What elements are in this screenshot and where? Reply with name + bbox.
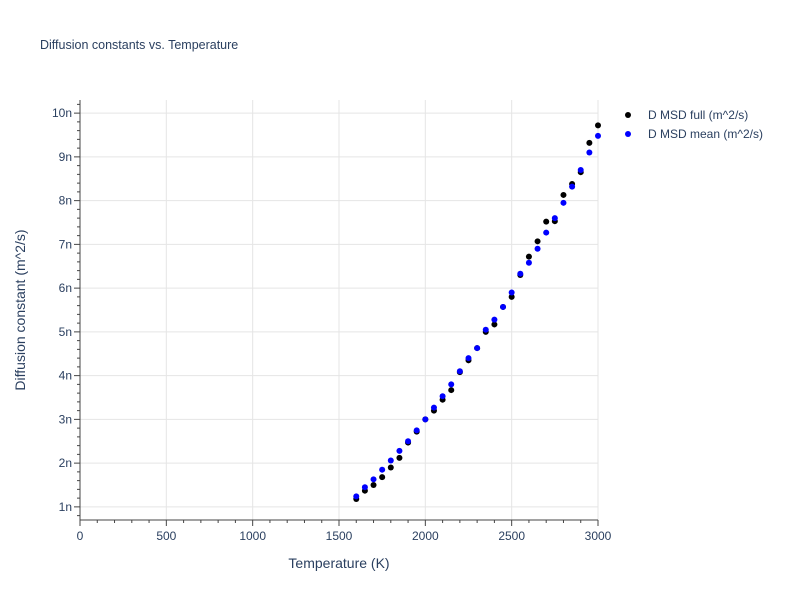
data-point[interactable] — [569, 183, 576, 190]
data-point[interactable] — [370, 476, 377, 483]
data-point[interactable] — [560, 199, 567, 206]
data-point[interactable] — [508, 293, 515, 300]
data-point[interactable] — [422, 416, 429, 423]
data-point[interactable] — [379, 474, 386, 481]
x-tick-label: 3000 — [585, 529, 612, 543]
data-point[interactable] — [543, 218, 550, 225]
legend-label-mean[interactable]: D MSD mean (m^2/s) — [648, 127, 763, 141]
data-point[interactable] — [448, 381, 455, 388]
data-point[interactable] — [387, 464, 394, 471]
y-tick-label: 5n — [59, 325, 72, 339]
data-point[interactable] — [577, 167, 584, 173]
data-point[interactable] — [534, 238, 541, 245]
data-point[interactable] — [525, 259, 532, 266]
x-axis-title: Temperature (K) — [288, 555, 389, 571]
data-point[interactable] — [551, 215, 558, 222]
series-full — [353, 122, 601, 502]
data-point[interactable] — [387, 457, 394, 464]
y-axis-title: Diffusion constant (m^2/s) — [12, 229, 28, 390]
data-point[interactable] — [456, 368, 463, 375]
data-point[interactable] — [534, 245, 541, 252]
data-point[interactable] — [543, 229, 550, 236]
data-point[interactable] — [396, 454, 403, 461]
axes: 0 500 1000 1500 2000 2500 3000 1n 2n 3n 4n 5n 6n 7n 8n… — [52, 100, 612, 543]
legend-marker-full — [625, 112, 631, 118]
x-tick-label: 0 — [77, 529, 84, 543]
x-tick-label: 1000 — [239, 529, 266, 543]
data-point[interactable] — [482, 326, 489, 333]
y-tick-label: 6n — [59, 281, 72, 295]
data-point[interactable] — [448, 387, 455, 394]
series-mean — [353, 132, 601, 500]
data-point[interactable] — [491, 316, 498, 323]
data-point[interactable] — [595, 122, 601, 129]
x-tick-label: 2500 — [498, 529, 525, 543]
y-tick-label: 3n — [59, 412, 72, 426]
data-point[interactable] — [465, 355, 472, 362]
grid-lines — [80, 100, 599, 520]
data-point[interactable] — [500, 303, 507, 310]
y-tick-label: 1n — [59, 500, 72, 514]
data-point[interactable] — [474, 345, 481, 352]
y-tick-label: 2n — [59, 456, 72, 470]
legend: D MSD full (m^2/s) D MSD mean (m^2/s) — [625, 108, 763, 141]
data-point[interactable] — [586, 139, 593, 146]
y-tick-label: 8n — [59, 194, 72, 208]
data-point[interactable] — [439, 393, 446, 400]
data-point[interactable] — [491, 321, 498, 328]
x-tick-label: 1500 — [326, 529, 353, 543]
data-point[interactable] — [595, 132, 601, 139]
data-point[interactable] — [413, 427, 420, 434]
data-point[interactable] — [396, 447, 403, 454]
chart-title: Diffusion constants vs. Temperature — [40, 38, 239, 52]
data-point[interactable] — [405, 438, 412, 445]
y-tick-label: 4n — [59, 369, 72, 383]
data-point[interactable] — [370, 482, 377, 488]
y-tick-label: 7n — [59, 237, 72, 251]
data-point[interactable] — [517, 270, 524, 277]
data-point[interactable] — [525, 253, 532, 260]
data-point[interactable] — [508, 289, 515, 296]
legend-label-full[interactable]: D MSD full (m^2/s) — [648, 108, 748, 122]
data-point[interactable] — [586, 149, 593, 156]
series-layer — [353, 122, 601, 502]
y-tick-label: 9n — [59, 150, 72, 164]
data-point[interactable] — [353, 493, 360, 500]
y-tick-label: 10n — [52, 106, 72, 120]
x-tick-label: 2000 — [412, 529, 439, 543]
x-tick-label: 500 — [156, 529, 176, 543]
data-point[interactable] — [560, 191, 567, 198]
data-point[interactable] — [430, 404, 437, 411]
data-point[interactable] — [379, 466, 386, 473]
data-point[interactable] — [361, 484, 368, 491]
legend-marker-mean — [625, 131, 631, 137]
